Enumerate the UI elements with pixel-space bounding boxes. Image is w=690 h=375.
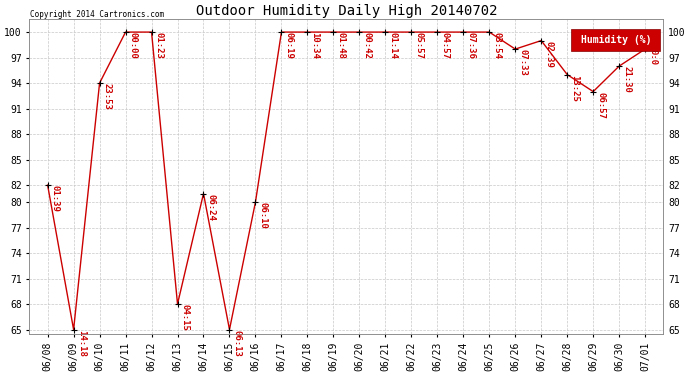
Text: 23:53: 23:53 bbox=[103, 83, 112, 110]
Text: Humidity (%): Humidity (%) bbox=[580, 35, 651, 45]
Text: 06:19: 06:19 bbox=[284, 32, 293, 59]
Title: Outdoor Humidity Daily High 20140702: Outdoor Humidity Daily High 20140702 bbox=[196, 4, 497, 18]
Text: 06:13: 06:13 bbox=[233, 330, 241, 357]
Text: 01:14: 01:14 bbox=[388, 32, 397, 59]
Text: 07:36: 07:36 bbox=[466, 32, 475, 59]
Text: 06:57: 06:57 bbox=[596, 92, 605, 118]
Text: 01:48: 01:48 bbox=[337, 32, 346, 59]
Text: 00:42: 00:42 bbox=[362, 32, 371, 59]
Text: 06:24: 06:24 bbox=[206, 194, 215, 220]
Text: 01:39: 01:39 bbox=[51, 185, 60, 212]
Text: 01:23: 01:23 bbox=[155, 32, 164, 59]
Text: 03:54: 03:54 bbox=[493, 32, 502, 59]
Text: 0:0: 0:0 bbox=[649, 49, 658, 65]
FancyBboxPatch shape bbox=[571, 29, 660, 51]
Text: 10:34: 10:34 bbox=[310, 32, 319, 59]
Text: 21:30: 21:30 bbox=[622, 66, 631, 93]
Text: 04:15: 04:15 bbox=[181, 304, 190, 331]
Text: 14:18: 14:18 bbox=[77, 330, 86, 357]
Text: 00:00: 00:00 bbox=[128, 32, 138, 59]
Text: Copyright 2014 Cartronics.com: Copyright 2014 Cartronics.com bbox=[30, 10, 164, 19]
Text: 04:57: 04:57 bbox=[440, 32, 449, 59]
Text: 07:33: 07:33 bbox=[518, 49, 527, 76]
Text: 13:25: 13:25 bbox=[571, 75, 580, 102]
Text: 02:39: 02:39 bbox=[544, 40, 553, 68]
Text: 06:10: 06:10 bbox=[259, 202, 268, 229]
Text: 05:57: 05:57 bbox=[415, 32, 424, 59]
